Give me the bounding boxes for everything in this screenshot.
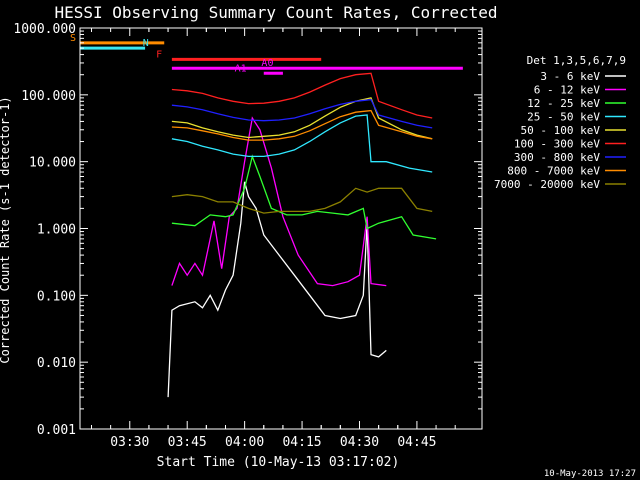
flag-label-1: N — [143, 38, 149, 49]
y-tick-label-3: 1.000 — [37, 223, 76, 238]
flag-label-3: A0 — [261, 58, 273, 69]
flag-label-0: S — [70, 33, 76, 44]
y-tick-label-4: 10.000 — [29, 156, 76, 171]
x-tick-label-3: 04:15 — [282, 435, 321, 450]
flags-layer: S NF A0 A1 — [70, 33, 463, 75]
x-axis-label: Start Time (10-May-13 03:17:02) — [157, 455, 400, 470]
series-line-7 — [171, 109, 433, 141]
y-tick-label-1: 0.010 — [37, 356, 76, 371]
flag-label-4: A1 — [235, 63, 247, 74]
x-tick-label-4: 04:30 — [340, 435, 379, 450]
series-line-3 — [171, 114, 433, 173]
series-layer — [167, 72, 437, 398]
legend-label-2: 12 - 25 keV — [527, 97, 600, 110]
legend-label-7: 800 - 7000 keV — [507, 165, 600, 178]
series-line-0 — [167, 181, 387, 398]
series-line-1 — [171, 116, 387, 287]
legend-label-3: 25 - 50 keV — [527, 111, 600, 124]
flag-label-2: F — [156, 49, 162, 60]
series-line-4 — [171, 97, 433, 140]
y-tick-label-2: 0.100 — [37, 289, 76, 304]
x-tick-label-0: 03:30 — [110, 435, 149, 450]
y-tick-label-5: 100.000 — [21, 89, 76, 104]
y-axis-label: Corrected Count Rate (s-1 detector-1) — [0, 96, 12, 363]
legend-label-6: 300 - 800 keV — [514, 151, 600, 164]
chart-title: HESSI Observing Summary Count Rates, Cor… — [54, 3, 497, 22]
series-line-8 — [171, 187, 433, 214]
legend-label-4: 50 - 100 keV — [521, 124, 601, 137]
legend-label-5: 100 - 300 keV — [514, 138, 600, 151]
legend-label-8: 7000 - 20000 keV — [494, 178, 600, 191]
plot-frame — [79, 27, 483, 430]
axes-layer: 0.001 0.010 0.100 1.000 10.000 100.000 1000.00… — [13, 22, 483, 450]
y-tick-label-6: 1000.000 — [13, 22, 76, 37]
legend-label-0: 3 - 6 keV — [540, 70, 600, 83]
y-tick-label-0: 0.001 — [37, 423, 76, 438]
series-line-6 — [171, 98, 433, 129]
series-line-2 — [171, 154, 437, 240]
x-tick-label-2: 04:00 — [225, 435, 264, 450]
legend-title: Det 1,3,5,6,7,9 — [527, 54, 626, 67]
timestamp: 10-May-2013 17:27 — [544, 469, 636, 479]
series-line-5 — [171, 72, 433, 119]
legend-label-1: 6 - 12 keV — [534, 84, 601, 97]
x-tick-label-1: 03:45 — [168, 435, 207, 450]
x-tick-label-5: 04:45 — [397, 435, 436, 450]
